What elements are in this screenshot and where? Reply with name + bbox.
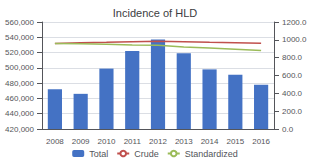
svg-text:2015: 2015 [226, 137, 244, 146]
svg-text:400.0: 400.0 [282, 89, 303, 98]
svg-text:2016: 2016 [252, 137, 270, 146]
svg-text:2014: 2014 [201, 137, 219, 146]
svg-text:460,000: 460,000 [5, 94, 34, 103]
svg-text:Total: Total [89, 149, 108, 159]
svg-text:600.0: 600.0 [282, 71, 303, 80]
svg-text:2012: 2012 [149, 137, 167, 146]
svg-text:560,000: 560,000 [5, 18, 34, 27]
svg-text:2008: 2008 [46, 137, 64, 146]
svg-text:420,000: 420,000 [5, 125, 34, 134]
svg-text:1000.0: 1000.0 [282, 35, 307, 44]
svg-text:2009: 2009 [72, 137, 90, 146]
svg-text:480,000: 480,000 [5, 79, 34, 88]
svg-text:2010: 2010 [98, 137, 116, 146]
svg-text:2011: 2011 [124, 137, 142, 146]
svg-text:440,000: 440,000 [5, 109, 34, 118]
svg-text:Crude: Crude [134, 149, 159, 159]
svg-text:500,000: 500,000 [5, 63, 34, 72]
svg-text:1200.0: 1200.0 [282, 18, 307, 27]
svg-text:0.0: 0.0 [282, 125, 294, 134]
svg-text:520,000: 520,000 [5, 48, 34, 57]
svg-text:540,000: 540,000 [5, 33, 34, 42]
svg-text:200.0: 200.0 [282, 107, 303, 116]
svg-text:800.0: 800.0 [282, 53, 303, 62]
svg-text:Incidence of HLD: Incidence of HLD [113, 7, 197, 19]
svg-text:Standardized: Standardized [185, 149, 238, 159]
svg-text:2013: 2013 [175, 137, 193, 146]
